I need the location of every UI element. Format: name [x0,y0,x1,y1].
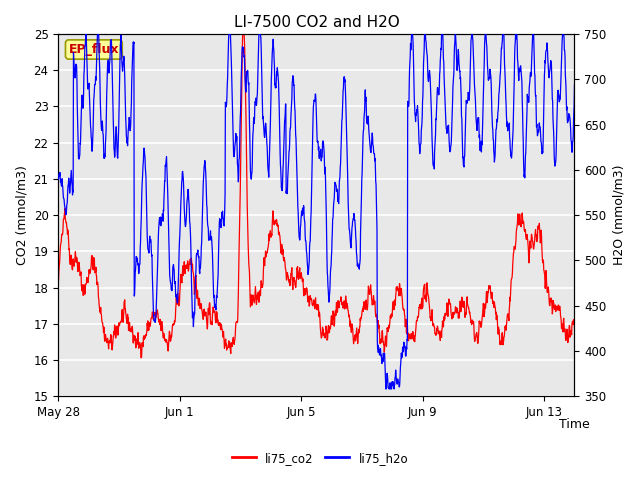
Legend: li75_co2, li75_h2o: li75_co2, li75_h2o [227,447,413,469]
X-axis label: Time: Time [559,418,590,431]
Y-axis label: H2O (mmol/m3): H2O (mmol/m3) [612,165,625,265]
Y-axis label: CO2 (mmol/m3): CO2 (mmol/m3) [15,165,28,265]
Text: EP_flux: EP_flux [68,43,119,56]
Title: LI-7500 CO2 and H2O: LI-7500 CO2 and H2O [234,15,399,30]
